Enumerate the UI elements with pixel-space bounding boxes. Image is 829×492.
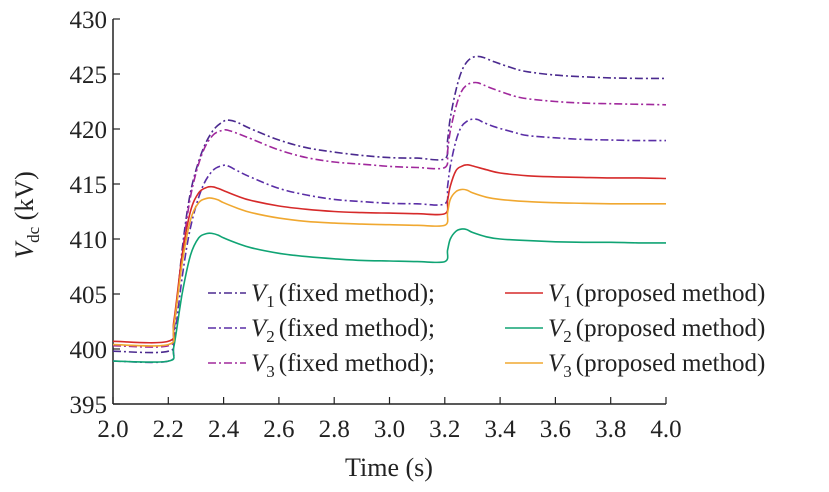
- y-tick-label: 410: [70, 227, 108, 254]
- x-tick-label: 2.0: [97, 416, 128, 443]
- y-tick-label: 415: [70, 172, 108, 199]
- y-axis-label: Vdc (kV): [10, 171, 43, 259]
- x-tick-label: 3.8: [595, 416, 626, 443]
- series-line-1: [112, 55, 667, 354]
- y-tick-label: 425: [70, 62, 108, 89]
- series-line-2: [112, 118, 666, 364]
- legend-label-2: V2 (fixed method);: [251, 315, 435, 346]
- legend-label-5: V2 (proposed method): [548, 315, 765, 346]
- series-line-4: [112, 163, 667, 344]
- x-tick-label: 2.2: [153, 416, 184, 443]
- y-tick-label: 405: [70, 282, 108, 309]
- legend-label-3: V3 (fixed method);: [251, 350, 435, 381]
- x-tick-label: 2.8: [319, 416, 350, 443]
- plot-series: [112, 55, 667, 364]
- x-tick-label: 3.2: [429, 416, 460, 443]
- axes: 2.0 2.2 2.4 2.6 2.8 3.0 3.2 3.4 3.6 3.8 4.0 395 400 4…: [70, 7, 682, 443]
- x-tick-label: 2.6: [263, 416, 294, 443]
- legend-label-1: V1 (fixed method);: [251, 280, 435, 311]
- y-tick-label: 430: [70, 7, 108, 34]
- x-axis-label: Time (s): [345, 453, 433, 482]
- series-line-6: [112, 188, 666, 347]
- y-tick-label: 400: [70, 337, 108, 364]
- x-tick-label: 3.4: [484, 416, 516, 443]
- legend: V1 (fixed method); V2 (fixed method); V3 (fix…: [208, 280, 765, 381]
- legend-label-6: V3 (proposed method): [548, 350, 765, 381]
- series-line-5: [112, 228, 666, 363]
- series-line-3: [112, 81, 667, 348]
- x-tick-label: 3.6: [540, 416, 571, 443]
- x-tick-label: 2.4: [208, 416, 240, 443]
- x-tick-label: 3.0: [374, 416, 405, 443]
- y-tick-label: 395: [70, 392, 108, 419]
- legend-label-4: V1 (proposed method): [548, 280, 765, 311]
- x-tick-label: 4.0: [650, 416, 681, 443]
- y-tick-label: 420: [70, 117, 108, 144]
